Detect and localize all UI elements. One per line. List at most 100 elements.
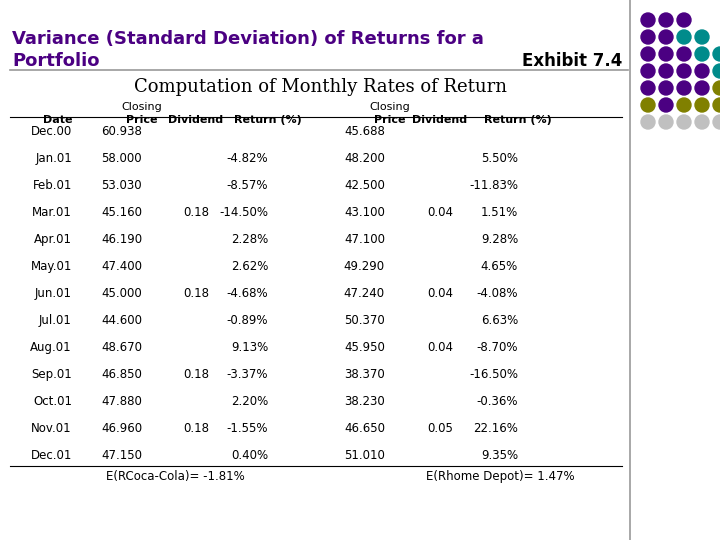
Text: -11.83%: -11.83%	[469, 179, 518, 192]
Circle shape	[713, 115, 720, 129]
Text: 48.670: 48.670	[101, 341, 142, 354]
Text: Sep.01: Sep.01	[31, 368, 72, 381]
Text: 49.290: 49.290	[344, 260, 385, 273]
Text: -4.82%: -4.82%	[226, 152, 268, 165]
Circle shape	[713, 81, 720, 95]
Text: -8.57%: -8.57%	[227, 179, 268, 192]
Text: Dividend: Dividend	[168, 115, 224, 125]
Text: Date: Date	[42, 115, 72, 125]
Circle shape	[641, 30, 655, 44]
Text: 9.13%: 9.13%	[230, 341, 268, 354]
Circle shape	[659, 30, 673, 44]
Text: 48.200: 48.200	[344, 152, 385, 165]
Text: Dec.00: Dec.00	[31, 125, 72, 138]
Text: Exhibit 7.4: Exhibit 7.4	[521, 52, 622, 70]
Text: 0.18: 0.18	[183, 422, 209, 435]
Text: E(RCoca-Cola)= -1.81%: E(RCoca-Cola)= -1.81%	[106, 470, 244, 483]
Circle shape	[659, 81, 673, 95]
Text: Computation of Monthly Rates of Return: Computation of Monthly Rates of Return	[133, 78, 506, 96]
Text: 0.40%: 0.40%	[231, 449, 268, 462]
Text: Dividend: Dividend	[413, 115, 467, 125]
Text: Apr.01: Apr.01	[34, 233, 72, 246]
Circle shape	[641, 81, 655, 95]
Text: Oct.01: Oct.01	[33, 395, 72, 408]
Text: 46.190: 46.190	[101, 233, 142, 246]
Circle shape	[713, 64, 720, 78]
Circle shape	[677, 47, 691, 61]
Text: -8.70%: -8.70%	[477, 341, 518, 354]
Text: May.01: May.01	[31, 260, 72, 273]
Text: -16.50%: -16.50%	[469, 368, 518, 381]
Circle shape	[641, 64, 655, 78]
Circle shape	[641, 13, 655, 27]
Text: 0.04: 0.04	[427, 206, 453, 219]
Text: 9.35%: 9.35%	[481, 449, 518, 462]
Text: 43.100: 43.100	[344, 206, 385, 219]
Text: 47.100: 47.100	[344, 233, 385, 246]
Text: Portfolio: Portfolio	[12, 52, 99, 70]
Text: 0.04: 0.04	[427, 287, 453, 300]
Text: Jul.01: Jul.01	[39, 314, 72, 327]
Text: 22.16%: 22.16%	[473, 422, 518, 435]
Text: Nov.01: Nov.01	[32, 422, 72, 435]
Text: 4.65%: 4.65%	[481, 260, 518, 273]
Circle shape	[713, 98, 720, 112]
Text: 9.28%: 9.28%	[481, 233, 518, 246]
Text: 0.18: 0.18	[183, 206, 209, 219]
Text: Feb.01: Feb.01	[32, 179, 72, 192]
Circle shape	[677, 98, 691, 112]
Text: 45.000: 45.000	[102, 287, 142, 300]
Text: 46.650: 46.650	[344, 422, 385, 435]
Text: -1.55%: -1.55%	[227, 422, 268, 435]
Circle shape	[659, 98, 673, 112]
Circle shape	[659, 47, 673, 61]
Text: -14.50%: -14.50%	[219, 206, 268, 219]
Text: -3.37%: -3.37%	[227, 368, 268, 381]
Text: Return (%): Return (%)	[484, 115, 552, 125]
Text: 0.05: 0.05	[427, 422, 453, 435]
Text: -4.08%: -4.08%	[477, 287, 518, 300]
Text: 45.950: 45.950	[344, 341, 385, 354]
Text: 38.230: 38.230	[344, 395, 385, 408]
Circle shape	[659, 13, 673, 27]
Text: Mar.01: Mar.01	[32, 206, 72, 219]
Text: 44.600: 44.600	[101, 314, 142, 327]
Circle shape	[677, 115, 691, 129]
Text: 47.150: 47.150	[101, 449, 142, 462]
Text: Dec.01: Dec.01	[31, 449, 72, 462]
Text: 45.160: 45.160	[101, 206, 142, 219]
Circle shape	[695, 98, 709, 112]
Text: 53.030: 53.030	[102, 179, 142, 192]
Text: 0.18: 0.18	[183, 287, 209, 300]
Circle shape	[641, 47, 655, 61]
Text: 5.50%: 5.50%	[481, 152, 518, 165]
Text: 60.938: 60.938	[101, 125, 142, 138]
Circle shape	[695, 81, 709, 95]
Circle shape	[641, 98, 655, 112]
Text: Price: Price	[126, 115, 158, 125]
Circle shape	[659, 64, 673, 78]
Text: 1.51%: 1.51%	[481, 206, 518, 219]
Text: Jun.01: Jun.01	[35, 287, 72, 300]
Text: 2.20%: 2.20%	[230, 395, 268, 408]
Text: 51.010: 51.010	[344, 449, 385, 462]
Text: 6.63%: 6.63%	[481, 314, 518, 327]
Circle shape	[677, 64, 691, 78]
Text: 46.960: 46.960	[101, 422, 142, 435]
Text: Closing: Closing	[122, 102, 163, 112]
Text: Closing: Closing	[369, 102, 410, 112]
Text: Variance (Standard Deviation) of Returns for a: Variance (Standard Deviation) of Returns…	[12, 30, 484, 48]
Text: Price: Price	[374, 115, 406, 125]
Text: 0.18: 0.18	[183, 368, 209, 381]
Circle shape	[695, 64, 709, 78]
Text: Aug.01: Aug.01	[30, 341, 72, 354]
Text: -0.89%: -0.89%	[227, 314, 268, 327]
Circle shape	[695, 30, 709, 44]
Text: 47.880: 47.880	[101, 395, 142, 408]
Text: Jan.01: Jan.01	[35, 152, 72, 165]
Text: 42.500: 42.500	[344, 179, 385, 192]
Text: -4.68%: -4.68%	[226, 287, 268, 300]
Circle shape	[659, 115, 673, 129]
Text: 58.000: 58.000	[102, 152, 142, 165]
Text: 46.850: 46.850	[101, 368, 142, 381]
